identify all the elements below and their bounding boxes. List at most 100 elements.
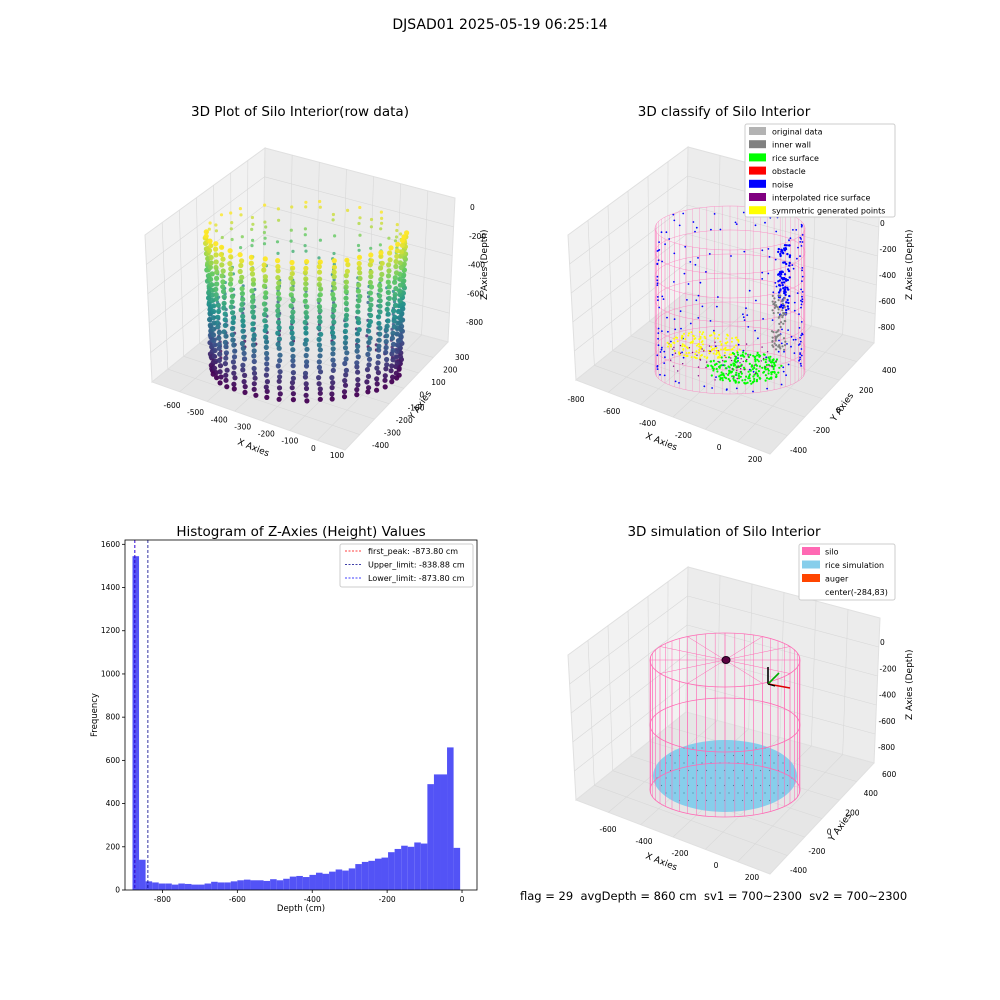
point [316,281,322,288]
point [343,322,349,328]
noise-point [659,351,662,353]
y-tick-label: 400 [882,366,897,375]
symmetric-point [735,336,738,339]
symmetric-point [683,332,685,335]
panel-title: 3D Plot of Silo Interior(row data) [191,104,409,120]
z-ticks: 0 -200 -400 -600 -800 [878,219,897,332]
point [392,302,399,308]
rice-surface-point [741,353,744,356]
point [251,358,257,365]
point [263,344,269,350]
legend-label: Upper_limit: -838.88 cm [368,561,465,570]
point [229,325,236,332]
noise-point [657,337,659,340]
point [275,363,281,369]
point [394,235,399,239]
legend-swatch [802,574,820,582]
silo-ring [654,253,806,299]
point [366,346,372,352]
x-tick-label: 200 [748,455,763,464]
point [316,364,322,370]
grid-line [779,592,785,738]
point [378,243,382,247]
grid-line [737,754,843,862]
noise-point [777,250,780,254]
y-tick-label: 200 [859,386,874,395]
point [355,316,361,322]
histogram-bar [420,843,428,890]
noise-point [801,275,804,278]
noise-point [746,314,749,316]
inner-wall-point [779,325,782,329]
point [262,274,268,280]
point [392,314,398,320]
point [227,281,234,287]
legend-swatch [749,140,766,149]
rice-surface-point [721,377,724,380]
symmetric-point [691,340,694,343]
point [331,218,335,222]
point [216,335,222,341]
point [366,300,370,305]
symmetric-point [690,356,693,359]
point [304,304,310,310]
noise-point [767,272,770,275]
point [242,384,248,390]
histogram-bar [368,860,375,890]
histogram-bar [204,883,212,890]
histogram-bar [296,875,303,890]
point [223,333,229,339]
point [317,292,323,298]
noise-point [800,365,802,367]
noise-point [742,211,745,214]
z-tick-label: -800 [878,323,895,332]
legend-swatch [749,206,766,215]
point [367,335,373,341]
point [330,380,336,386]
point [208,260,214,266]
inner-wall-point [771,300,774,303]
noise-point [772,291,775,294]
point [227,271,234,277]
x-tick-label: 0 [714,861,719,870]
rice-surface-point [727,365,730,368]
point [377,287,383,293]
point [379,271,385,277]
point [399,237,406,244]
noise-point [787,244,791,247]
rice-surface-point [732,377,735,380]
x-tick-label: -400 [211,415,228,424]
rice-surface-point [755,364,759,367]
histogram-bar [315,872,323,890]
point [276,385,283,391]
noise-point [745,307,747,310]
point [302,298,308,304]
legend-swatch [802,560,820,569]
point [331,362,337,368]
noise-point [785,244,788,247]
inner-wall-point [771,336,774,339]
point [240,367,246,373]
grid-line [572,653,687,743]
grid-line [608,300,718,393]
point [331,307,337,313]
noise-point [801,269,803,272]
x-tick-label: -200 [671,849,688,858]
point [223,377,229,383]
inner-wall-point [772,345,775,348]
noise-point [748,289,751,292]
grid-line [607,625,613,771]
y-tick-label: 200 [845,808,860,817]
point [368,284,375,290]
rice-surface-point [768,377,771,380]
noise-point [798,327,801,329]
point [343,367,349,373]
histogram-bar [388,852,395,890]
symmetric-point [701,333,704,336]
noise-point [798,359,800,362]
z-tick-label: -800 [878,743,895,752]
noise-point [799,356,801,359]
inner-wall-point [781,302,785,305]
point [241,379,247,385]
x-tick-label: -600 [163,401,180,410]
